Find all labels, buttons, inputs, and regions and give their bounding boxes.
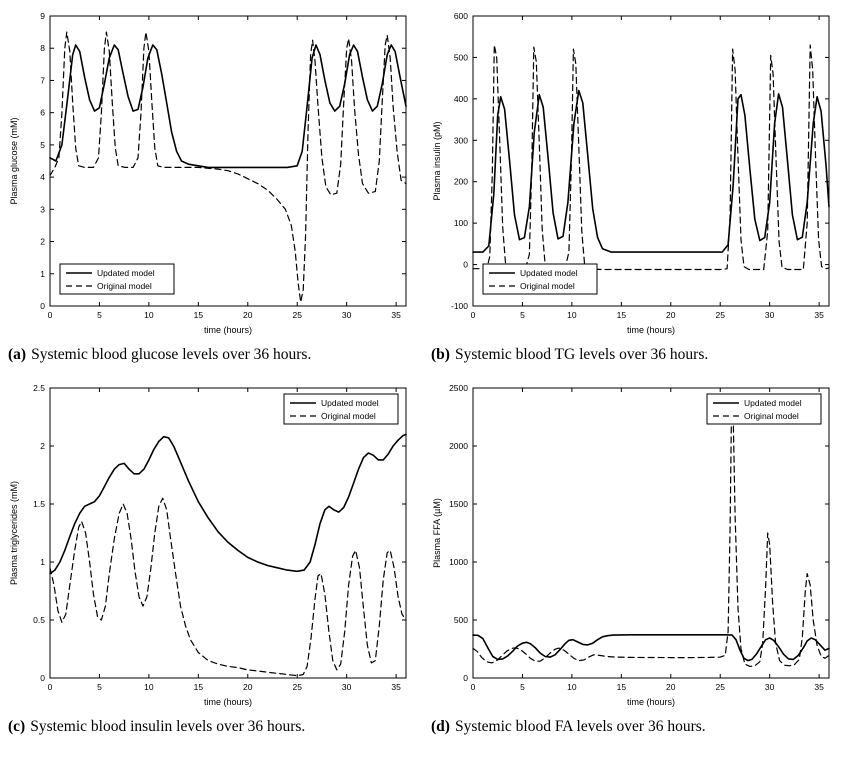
svg-text:time (hours): time (hours) xyxy=(204,325,252,335)
svg-text:Original model: Original model xyxy=(97,281,152,291)
figure-b-caption: (b) Systemic blood TG levels over 36 hour… xyxy=(429,346,839,364)
svg-text:9: 9 xyxy=(40,11,45,21)
svg-text:3: 3 xyxy=(40,204,45,214)
svg-text:1000: 1000 xyxy=(449,557,468,567)
caption-b-label: (b) xyxy=(431,346,450,363)
svg-text:Original model: Original model xyxy=(744,411,799,421)
caption-a-text: Systemic blood glucose levels over 36 ho… xyxy=(31,346,312,363)
svg-text:1: 1 xyxy=(40,269,45,279)
svg-text:30: 30 xyxy=(342,682,352,692)
svg-text:0.5: 0.5 xyxy=(33,615,45,625)
svg-text:0: 0 xyxy=(471,310,476,320)
svg-text:5: 5 xyxy=(97,682,102,692)
svg-text:Updated model: Updated model xyxy=(321,398,379,408)
caption-d-text: Systemic blood FA levels over 36 hours. xyxy=(454,718,706,735)
svg-text:Plasma insulin (pM): Plasma insulin (pM) xyxy=(432,121,442,200)
figure-a: 0 5 10 15 20 25 30 35 0 1 2 3 4 5 6 7 8 9 time (hours) Plas… xyxy=(6,8,416,364)
svg-text:2: 2 xyxy=(40,441,45,451)
svg-text:35: 35 xyxy=(391,310,401,320)
svg-text:Updated model: Updated model xyxy=(744,398,802,408)
svg-text:30: 30 xyxy=(342,310,352,320)
figure-b: 0 5 10 15 20 25 30 35 -100 0 100 200 300 400 500 600 tim… xyxy=(429,8,839,364)
svg-text:35: 35 xyxy=(814,310,824,320)
svg-text:0: 0 xyxy=(463,673,468,683)
svg-text:Plasma FFA (µM): Plasma FFA (µM) xyxy=(432,498,442,568)
svg-text:4: 4 xyxy=(40,172,45,182)
svg-text:Updated model: Updated model xyxy=(97,268,155,278)
figure-d: 0 5 10 15 20 25 30 35 0 500 1000 1500 2000 2500 time (… xyxy=(429,380,839,736)
svg-text:8: 8 xyxy=(40,43,45,53)
svg-text:100: 100 xyxy=(454,218,468,228)
svg-text:2: 2 xyxy=(40,237,45,247)
figure-d-caption: (d) Systemic blood FA levels over 36 hour… xyxy=(429,718,839,736)
svg-text:1.5: 1.5 xyxy=(33,499,45,509)
svg-text:15: 15 xyxy=(194,310,204,320)
svg-text:6: 6 xyxy=(40,108,45,118)
svg-text:Original model: Original model xyxy=(520,281,575,291)
insulin-chart: 0 5 10 15 20 25 30 35-1000100200300400500600tim… xyxy=(429,8,839,338)
svg-text:0: 0 xyxy=(40,673,45,683)
svg-text:Plasma triglycerides (mM): Plasma triglycerides (mM) xyxy=(9,481,19,585)
svg-text:20: 20 xyxy=(243,310,253,320)
svg-text:Original model: Original model xyxy=(321,411,376,421)
svg-text:15: 15 xyxy=(194,682,204,692)
svg-text:2000: 2000 xyxy=(449,441,468,451)
svg-text:25: 25 xyxy=(292,682,302,692)
svg-text:15: 15 xyxy=(617,682,627,692)
svg-text:0: 0 xyxy=(471,682,476,692)
svg-text:-100: -100 xyxy=(451,301,468,311)
svg-text:10: 10 xyxy=(144,682,154,692)
svg-text:5: 5 xyxy=(520,310,525,320)
svg-text:1500: 1500 xyxy=(449,499,468,509)
caption-b-text: Systemic blood TG levels over 36 hours. xyxy=(454,346,709,363)
svg-text:time (hours): time (hours) xyxy=(627,697,675,707)
figure-c: 0 5 10 15 20 25 30 35 0 0.5 1 1.5 2 2.5 time (hours) Pl… xyxy=(6,380,416,736)
svg-text:Plasma glucose (mM): Plasma glucose (mM) xyxy=(9,117,19,204)
caption-c-text: Systemic blood insulin levels over 36 ho… xyxy=(30,718,306,735)
svg-text:300: 300 xyxy=(454,135,468,145)
svg-text:time (hours): time (hours) xyxy=(204,697,252,707)
svg-text:500: 500 xyxy=(454,615,468,625)
svg-text:30: 30 xyxy=(765,310,775,320)
svg-text:20: 20 xyxy=(243,682,253,692)
svg-text:0: 0 xyxy=(48,682,53,692)
svg-text:10: 10 xyxy=(567,310,577,320)
svg-text:time (hours): time (hours) xyxy=(627,325,675,335)
svg-text:35: 35 xyxy=(391,682,401,692)
figure-c-caption: (c) Systemic blood insulin levels over 36… xyxy=(6,718,416,736)
svg-text:2.5: 2.5 xyxy=(33,383,45,393)
figure-a-caption: (a) Systemic blood glucose levels over 36… xyxy=(6,346,416,364)
svg-text:0: 0 xyxy=(463,260,468,270)
svg-text:5: 5 xyxy=(40,140,45,150)
triglycerides-chart: 0 5 10 15 20 25 30 35 0 0.5 1 1.5 2 2.5 time (hours) Pl… xyxy=(6,380,416,710)
svg-text:400: 400 xyxy=(454,94,468,104)
svg-text:Updated model: Updated model xyxy=(520,268,578,278)
svg-text:20: 20 xyxy=(666,310,676,320)
caption-c-label: (c) xyxy=(8,718,26,735)
caption-a-label: (a) xyxy=(8,346,27,363)
ffa-chart: 0 5 10 15 20 25 30 35 0 500 1000 1500 2000 2500 time (… xyxy=(429,380,839,710)
svg-text:30: 30 xyxy=(765,682,775,692)
glucose-chart: 0 5 10 15 20 25 30 35 0 1 2 3 4 5 6 7 8 9 time (hours) Plas… xyxy=(6,8,416,338)
svg-text:15: 15 xyxy=(617,310,627,320)
svg-text:5: 5 xyxy=(520,682,525,692)
svg-text:35: 35 xyxy=(814,682,824,692)
svg-text:10: 10 xyxy=(144,310,154,320)
svg-text:25: 25 xyxy=(715,310,725,320)
svg-text:600: 600 xyxy=(454,11,468,21)
svg-text:7: 7 xyxy=(40,75,45,85)
caption-d-label: (d) xyxy=(431,718,450,735)
svg-text:20: 20 xyxy=(666,682,676,692)
svg-text:200: 200 xyxy=(454,177,468,187)
svg-text:10: 10 xyxy=(567,682,577,692)
svg-text:1: 1 xyxy=(40,557,45,567)
svg-text:25: 25 xyxy=(715,682,725,692)
svg-text:0: 0 xyxy=(48,310,53,320)
svg-text:5: 5 xyxy=(97,310,102,320)
svg-text:25: 25 xyxy=(292,310,302,320)
svg-text:0: 0 xyxy=(40,301,45,311)
svg-text:2500: 2500 xyxy=(449,383,468,393)
svg-text:500: 500 xyxy=(454,52,468,62)
